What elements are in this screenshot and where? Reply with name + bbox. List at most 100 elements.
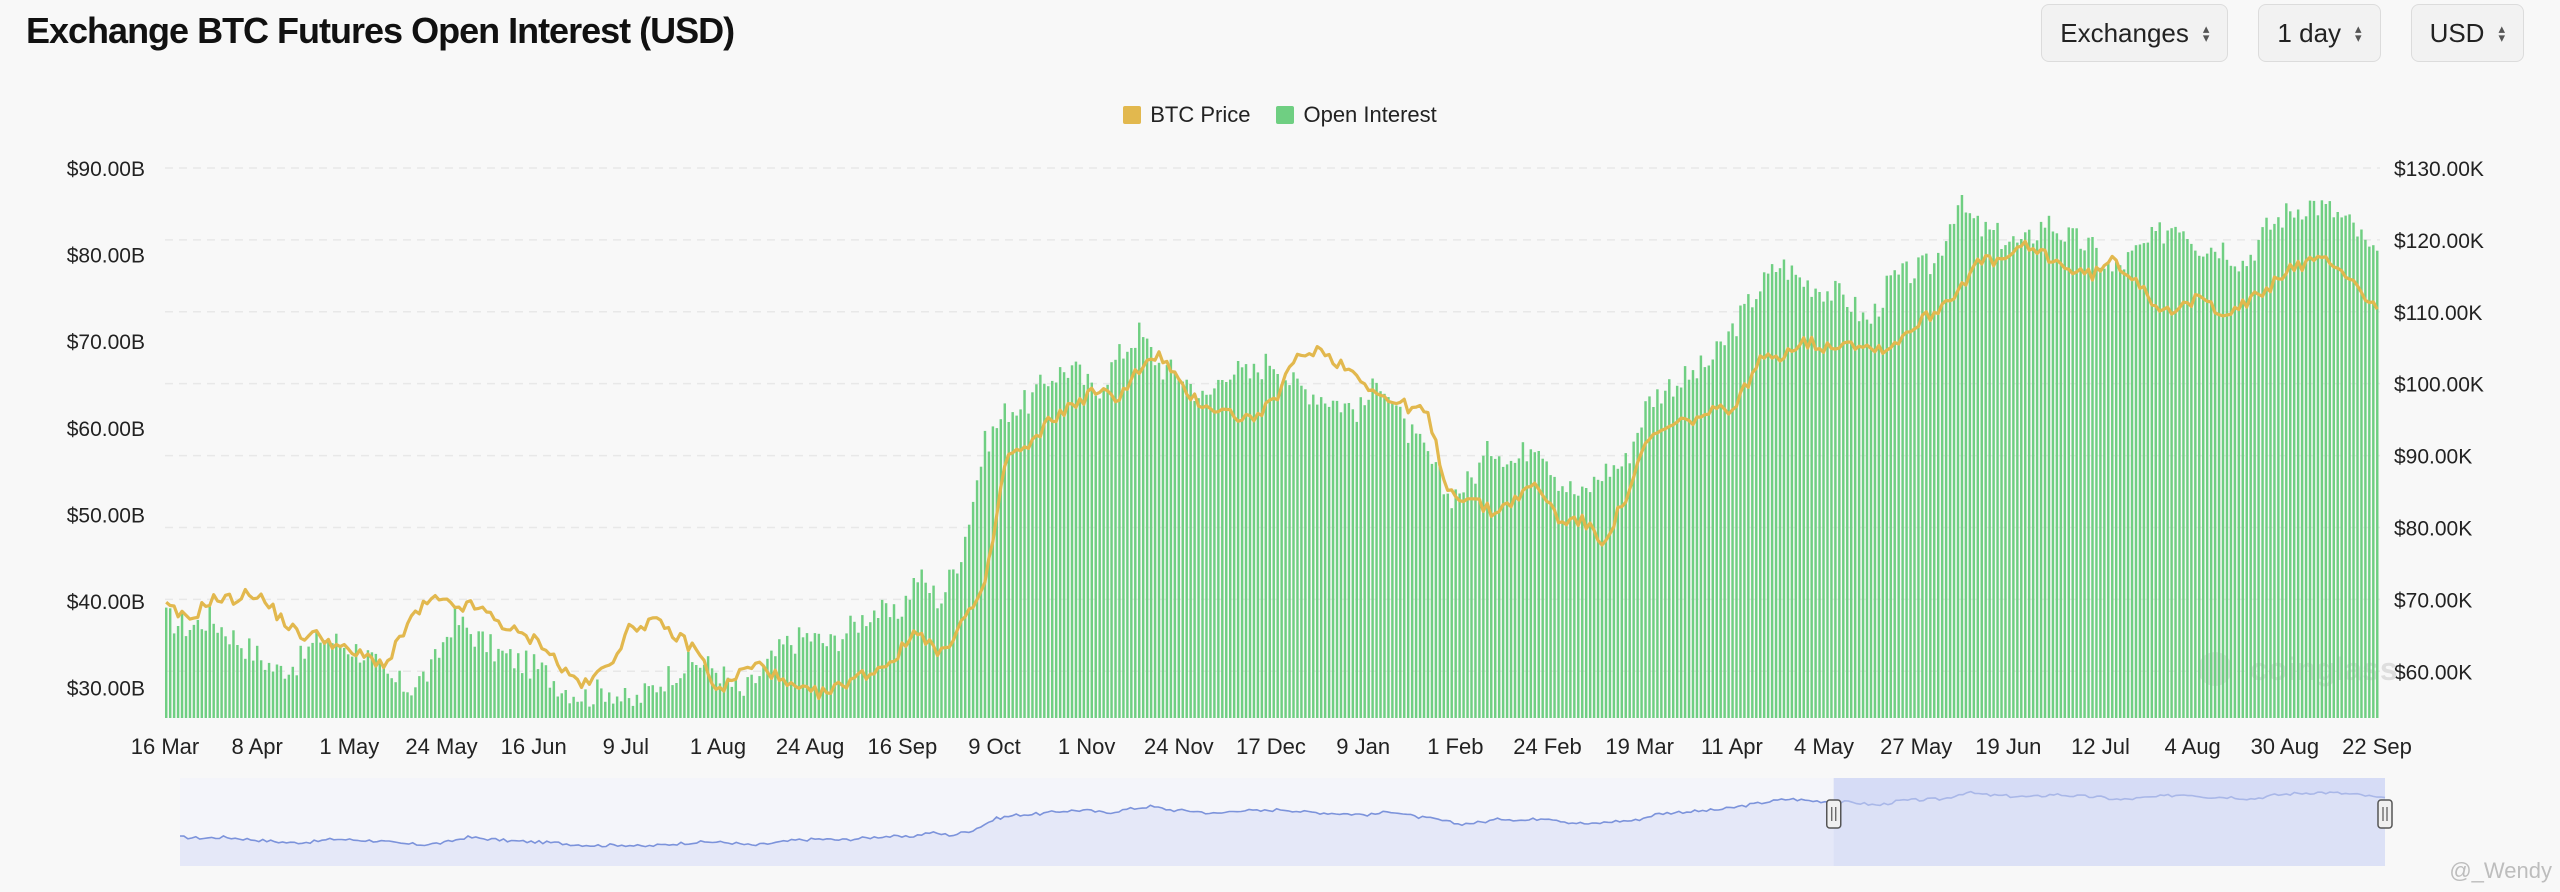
oi-bar (358, 662, 362, 718)
oi-bar (2118, 265, 2122, 718)
oi-bar (908, 599, 912, 718)
oi-bar (1830, 300, 1833, 718)
x-tick-label: 4 Aug (2165, 734, 2221, 759)
x-tick-label: 24 May (405, 734, 477, 759)
oi-bar (2304, 216, 2308, 719)
oi-bar (1122, 358, 1125, 718)
oi-bar (212, 623, 215, 718)
oi-bar (1153, 365, 1157, 718)
oi-bar (1873, 303, 1877, 718)
oi-bar (2364, 239, 2367, 719)
oi-bar (1240, 367, 1244, 718)
oi-bar (1968, 213, 1972, 718)
x-tick-label: 11 Apr (1701, 734, 1763, 759)
oi-bar (1798, 277, 1802, 718)
currency-select[interactable]: USD ▴ ▾ (2410, 4, 2524, 62)
oi-bar (1442, 494, 1446, 718)
oi-bar (370, 652, 374, 718)
oi-bar (2217, 258, 2221, 718)
oi-bar (1933, 263, 1936, 718)
oi-bar (1592, 476, 1596, 718)
oi-bar (900, 616, 904, 718)
navigator-handle-left[interactable] (1826, 799, 1842, 829)
oi-bar (1074, 361, 1078, 718)
oi-bar (1755, 299, 1758, 718)
oi-bar (501, 650, 504, 718)
oi-bar (1569, 481, 1572, 718)
oi-bar (825, 646, 828, 718)
oi-bar (1327, 406, 1331, 718)
oi-bar (853, 621, 856, 718)
oi-bar (445, 636, 449, 718)
oi-bar (1308, 404, 1311, 718)
oi-bar (774, 656, 777, 718)
oi-bar (1339, 412, 1343, 718)
oi-bar (770, 650, 773, 718)
oi-bar (536, 669, 540, 718)
oi-bar (1379, 391, 1382, 718)
oi-bar (1406, 442, 1410, 718)
legend-item-btc-price[interactable]: BTC Price (1123, 102, 1250, 128)
oi-bar (1687, 379, 1691, 718)
oi-bar (888, 617, 892, 718)
y-right-tick-label: $120.00K (2394, 230, 2484, 253)
oi-bar (912, 578, 916, 718)
oi-bar (2051, 231, 2055, 718)
oi-bar (1403, 418, 1406, 718)
oi-bar (449, 637, 453, 718)
oi-bar (1952, 223, 1956, 718)
navigator-handle-right[interactable] (2377, 799, 2393, 829)
oi-bar (604, 701, 607, 718)
oi-bar (1268, 365, 1271, 718)
oi-bar (1383, 393, 1386, 718)
oi-bar (180, 613, 184, 718)
oi-bar (849, 615, 852, 718)
exchanges-select[interactable]: Exchanges ▴ ▾ (2041, 4, 2229, 62)
oi-bar (346, 654, 350, 718)
oi-bar (2063, 241, 2067, 718)
x-tick-label: 24 Nov (1144, 734, 1214, 759)
oi-bar (2324, 204, 2328, 718)
oi-bar (813, 633, 817, 718)
x-tick-label: 16 Sep (867, 734, 937, 759)
oi-bar (517, 653, 520, 718)
oi-bar (1683, 366, 1687, 718)
oi-bar (2202, 256, 2205, 718)
oi-bar (1790, 265, 1794, 718)
interval-select[interactable]: 1 day ▴ ▾ (2258, 4, 2381, 62)
oi-bar (1561, 486, 1564, 718)
oi-bar (1399, 406, 1402, 718)
oi-bar (366, 650, 370, 718)
oi-bar (952, 569, 955, 718)
oi-bar (1300, 385, 1303, 718)
oi-bar (1138, 322, 1141, 718)
oi-bar (1082, 384, 1086, 718)
oi-bar (2281, 227, 2284, 718)
oi-bar (675, 683, 678, 718)
oi-bar (1323, 403, 1327, 718)
legend-item-open-interest[interactable]: Open Interest (1276, 102, 1437, 128)
y-left-tick-label: $90.00B (67, 158, 145, 181)
oi-bar (1573, 494, 1576, 718)
oi-bar (651, 685, 654, 718)
oi-bar (2221, 242, 2225, 718)
oi-bar (750, 674, 753, 718)
oi-bar (327, 640, 330, 718)
oi-bar (936, 608, 939, 718)
oi-bar (1703, 367, 1707, 718)
oi-bar (2087, 237, 2090, 718)
oi-bar (1842, 294, 1845, 718)
oi-bar (252, 660, 255, 718)
oi-bar (1794, 274, 1798, 718)
oi-bar (1086, 373, 1090, 718)
oi-bar (2190, 243, 2193, 718)
oi-bar (2158, 222, 2161, 719)
oi-bar (2328, 201, 2332, 719)
x-tick-label: 27 May (1880, 734, 1952, 759)
x-tick-label: 8 Apr (231, 734, 282, 759)
oi-bar (758, 676, 761, 718)
oi-bar (2067, 227, 2070, 718)
oi-bar (1668, 379, 1671, 718)
oi-bar (1185, 379, 1188, 718)
oi-bar (801, 637, 805, 718)
